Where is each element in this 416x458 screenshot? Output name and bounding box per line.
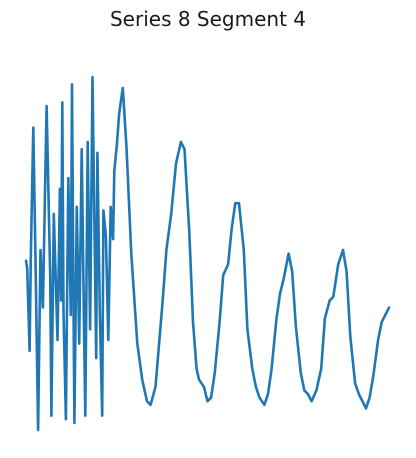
plot-area <box>24 75 391 432</box>
chart-title: Series 8 Segment 4 <box>109 7 307 31</box>
series-line <box>24 75 391 432</box>
